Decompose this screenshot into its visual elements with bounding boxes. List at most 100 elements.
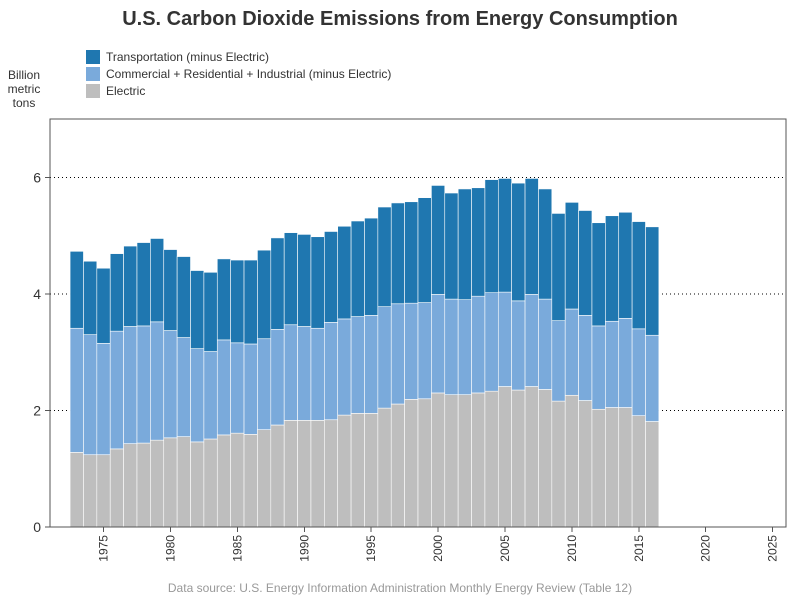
bar-transportation-1982 xyxy=(190,270,205,349)
x-tick-label-2010: 2010 xyxy=(565,535,579,562)
y-tick-label-4: 4 xyxy=(33,286,41,302)
bar-electric-1989 xyxy=(283,420,298,528)
bar-commercial-residential-industrial-1994 xyxy=(350,316,365,414)
bar-commercial-residential-industrial-1992 xyxy=(324,322,339,421)
bar-commercial-residential-industrial-1974 xyxy=(83,334,98,456)
bar-commercial-residential-industrial-2015 xyxy=(631,328,646,416)
bar-electric-1981 xyxy=(176,436,191,528)
bar-commercial-residential-industrial-1995 xyxy=(364,315,379,414)
bar-commercial-residential-industrial-1991 xyxy=(310,327,325,421)
bar-commercial-residential-industrial-1979 xyxy=(150,321,165,441)
bar-transportation-1990 xyxy=(297,234,312,327)
y-tick-label-6: 6 xyxy=(33,169,41,185)
x-tick-label-2000: 2000 xyxy=(431,535,445,562)
bar-commercial-residential-industrial-1981 xyxy=(176,337,191,437)
bar-commercial-residential-industrial-1978 xyxy=(136,325,151,444)
bar-transportation-2010 xyxy=(564,202,579,310)
x-tick-label-1985: 1985 xyxy=(230,535,244,562)
bar-commercial-residential-industrial-1997 xyxy=(390,303,405,405)
y-tick-label-0: 0 xyxy=(33,519,41,535)
legend-label-commercial-residential-industrial: Commercial + Residential + Industrial (m… xyxy=(106,67,392,81)
bar-commercial-residential-industrial-2011 xyxy=(578,315,593,401)
bar-electric-2014 xyxy=(618,407,633,528)
bar-transportation-1993 xyxy=(337,225,352,320)
bar-commercial-residential-industrial-1985 xyxy=(230,342,245,434)
bar-transportation-1973 xyxy=(69,251,84,329)
y-axis-label-line-3: tons xyxy=(12,96,36,110)
y-axis-label: Billion metric tons xyxy=(2,68,46,110)
bar-electric-2007 xyxy=(524,386,539,528)
bar-transportation-1991 xyxy=(310,236,325,329)
bar-commercial-residential-industrial-1989 xyxy=(283,324,298,421)
bar-electric-1999 xyxy=(417,398,432,528)
bar-electric-2016 xyxy=(645,421,660,528)
bar-electric-1988 xyxy=(270,424,285,528)
bar-transportation-1977 xyxy=(123,245,138,327)
bar-transportation-1987 xyxy=(257,249,272,340)
bar-electric-1977 xyxy=(123,443,138,528)
bar-electric-2005 xyxy=(497,386,512,528)
bar-commercial-residential-industrial-1983 xyxy=(203,351,218,440)
bar-transportation-2004 xyxy=(484,179,499,293)
x-tick-label-1990: 1990 xyxy=(297,535,311,562)
x-tick-label-2020: 2020 xyxy=(699,535,713,562)
bar-transportation-2011 xyxy=(578,210,593,316)
bar-electric-2010 xyxy=(564,394,579,528)
x-tick-label-2025: 2025 xyxy=(766,535,780,562)
x-tick-label-1975: 1975 xyxy=(97,535,111,562)
bar-transportation-1976 xyxy=(109,253,124,332)
bar-transportation-1980 xyxy=(163,249,178,331)
bar-commercial-residential-industrial-2009 xyxy=(551,320,566,402)
bar-commercial-residential-industrial-1980 xyxy=(163,330,178,439)
bar-electric-1991 xyxy=(310,420,325,528)
bar-transportation-2006 xyxy=(511,182,526,302)
bar-commercial-residential-industrial-1975 xyxy=(96,343,111,456)
y-tick-label-2: 2 xyxy=(33,402,41,418)
legend-swatch-transportation xyxy=(86,50,100,64)
bar-transportation-2001 xyxy=(444,192,459,300)
bar-transportation-2013 xyxy=(605,215,620,322)
bar-transportation-2015 xyxy=(631,221,646,330)
bar-transportation-1988 xyxy=(270,237,285,330)
bar-electric-1973 xyxy=(69,452,84,528)
bar-electric-1975 xyxy=(96,454,111,528)
bar-electric-2001 xyxy=(444,394,459,528)
bar-transportation-1996 xyxy=(377,206,392,307)
bar-electric-2009 xyxy=(551,400,566,528)
bar-electric-1976 xyxy=(109,448,124,528)
bar-commercial-residential-industrial-2007 xyxy=(524,294,539,387)
bar-transportation-2002 xyxy=(457,188,472,300)
bar-electric-2012 xyxy=(591,408,606,528)
plot-frame xyxy=(49,118,787,528)
bar-commercial-residential-industrial-1999 xyxy=(417,302,432,400)
bar-commercial-residential-industrial-2013 xyxy=(605,320,620,408)
bar-electric-2006 xyxy=(511,389,526,528)
bar-transportation-1998 xyxy=(404,201,419,304)
bar-commercial-residential-industrial-1996 xyxy=(377,306,392,409)
bar-transportation-2016 xyxy=(645,226,660,336)
x-tick-label-2005: 2005 xyxy=(498,535,512,562)
bar-commercial-residential-industrial-1987 xyxy=(257,338,272,430)
bar-transportation-2014 xyxy=(618,211,633,319)
bar-transportation-1984 xyxy=(216,258,231,341)
bar-electric-1979 xyxy=(150,439,165,528)
bar-electric-2004 xyxy=(484,390,499,528)
bar-electric-1986 xyxy=(243,434,258,528)
bar-electric-1994 xyxy=(350,413,365,528)
bar-commercial-residential-industrial-1973 xyxy=(69,327,84,453)
bar-electric-1993 xyxy=(337,414,352,528)
source-note: Data source: U.S. Energy Information Adm… xyxy=(167,581,633,595)
bar-commercial-residential-industrial-1982 xyxy=(190,348,205,443)
bar-commercial-residential-industrial-2000 xyxy=(431,294,446,394)
bar-electric-2008 xyxy=(538,389,553,528)
bar-transportation-1985 xyxy=(230,259,245,344)
bar-electric-1990 xyxy=(297,420,312,528)
bar-transportation-1983 xyxy=(203,271,218,352)
bar-transportation-2007 xyxy=(524,178,539,295)
bar-electric-2003 xyxy=(471,392,486,528)
bar-electric-1985 xyxy=(230,432,245,528)
bar-commercial-residential-industrial-2003 xyxy=(471,295,486,394)
bar-transportation-1997 xyxy=(390,202,405,305)
bar-transportation-1974 xyxy=(83,260,98,335)
